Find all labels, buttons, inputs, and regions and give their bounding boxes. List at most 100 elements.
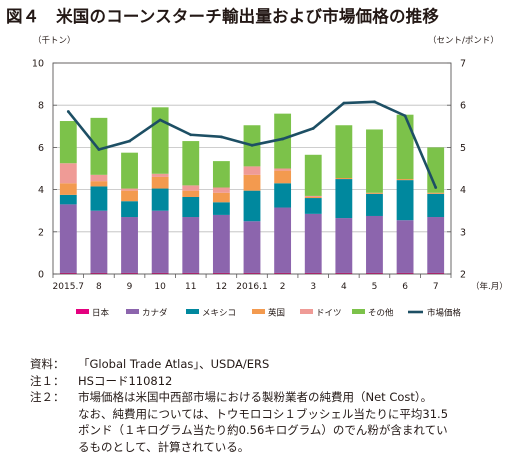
note-row: 注１： HSコード110812 [30, 373, 448, 390]
legend-swatch [252, 309, 265, 314]
bar-segment [212, 192, 230, 203]
x-tick-label: 8 [96, 282, 102, 292]
bar-segment [366, 192, 383, 194]
bar-segment [212, 161, 230, 188]
bar-segment [59, 272, 77, 274]
bar-segment [396, 180, 414, 221]
price-point [403, 114, 407, 118]
bar-segment [396, 272, 414, 274]
bar-segment [59, 183, 77, 195]
price-point [189, 133, 193, 137]
legend-swatch [352, 309, 365, 314]
y2-tick-label: 2 [460, 270, 466, 281]
bar-segment [304, 272, 322, 274]
x-tick-label: 2016.1 [236, 282, 268, 292]
bar-segment [427, 192, 445, 194]
bar-segment [243, 174, 261, 191]
bar-segment [59, 204, 77, 273]
y-tick-label: 8 [38, 101, 44, 112]
note-line: 「Global Trade Atlas」、USDA/ERS [78, 357, 270, 371]
bar-segment [396, 220, 414, 273]
x-tick-label: 11 [185, 282, 196, 292]
price-point [128, 139, 131, 143]
y2-tick-label: 5 [460, 143, 466, 154]
y-axis-unit: （千トン） [33, 35, 76, 46]
line-layer [66, 100, 438, 189]
legend-item: 英国 [252, 308, 285, 319]
x-tick-label: 3 [310, 282, 316, 292]
note-line: 市場価格は米国中西部市場における製粉業者の純費用（Net Cost）。 [78, 390, 433, 404]
legend-label: ドイツ [316, 309, 342, 319]
legend-label: 英国 [268, 308, 285, 319]
note-row: 注２： 市場価格は米国中西部市場における製粉業者の純費用（Net Cost）。 なお… [30, 389, 448, 455]
bar-segment [366, 129, 383, 193]
price-point [373, 100, 376, 104]
bar-segment [335, 272, 353, 274]
bar-segment [396, 114, 414, 180]
note-key: 注１： [30, 373, 65, 388]
x-tick-label: 10 [154, 282, 166, 292]
chart: 0 2 4 6 8 10 2 3 4 5 6 7 2015.7 8 9 10 11 12 2016.1 2 3 4 5 6 7 （… [32, 35, 508, 319]
x-tick-label: 2015.7 [53, 282, 85, 292]
bar-segment [121, 152, 138, 189]
legend-label: メキシコ [202, 309, 236, 319]
legend-item: ドイツ [300, 309, 342, 319]
legend-swatch [186, 309, 199, 314]
price-point [311, 127, 315, 130]
y-tick-label: 6 [38, 143, 44, 154]
x-tick-label: 12 [216, 282, 227, 292]
bar-segment [366, 215, 383, 273]
bars-layer [59, 107, 445, 274]
note-line: るものとして、計算されている。 [78, 439, 250, 454]
legend-item: その他 [352, 308, 394, 319]
bar-segment [335, 179, 353, 219]
chart-title: 図４ 米国のコーンスターチ輸出量および市場価格の推移 [6, 7, 440, 26]
note-line: なお、純費用については、トウモロコシ１ブッシェル当たりに平均31.5 [78, 406, 449, 421]
bar-segment [335, 177, 353, 180]
bar-segment [243, 221, 261, 273]
legend-swatch [300, 309, 313, 314]
bar-segment [182, 217, 200, 273]
legend-label: その他 [368, 308, 394, 319]
bar-segment [59, 194, 77, 205]
y2-tick-label: 7 [460, 59, 466, 70]
note-body: 市場価格は米国中西部市場における製粉業者の純費用（Net Cost）。なお、純費… [78, 389, 448, 455]
legend-item: 日本 [76, 308, 110, 319]
legend-label: カナダ [142, 308, 168, 319]
legend-swatch [126, 309, 139, 314]
bar-segment [182, 141, 200, 186]
bar-segment [304, 196, 322, 199]
bar-segment [243, 272, 261, 274]
x-tick-label: 2 [280, 282, 286, 292]
note-line: ポンド（１キログラム当たり約0.56キログラム）のでん粉が含まれてい [78, 423, 448, 437]
note-key: 資料： [30, 357, 65, 371]
y2-tick-label: 3 [460, 227, 466, 238]
y-tick-label: 2 [38, 227, 44, 238]
bar-segment [212, 187, 230, 193]
bar-segment [304, 213, 322, 273]
price-point [66, 110, 70, 113]
price-point [342, 101, 346, 105]
x-tick-label: 4 [341, 282, 347, 292]
notes-block: 資料： 「Global Trade Atlas」、USDA/ERS 注１： HSコード… [30, 356, 448, 455]
legend-label: 市場価格 [427, 308, 462, 319]
y-tick-label: 0 [38, 270, 44, 281]
bar-segment [274, 113, 292, 169]
bar-segment [90, 181, 108, 187]
bar-segment [90, 174, 108, 182]
legend-item: 市場価格 [408, 308, 462, 319]
legend-layer: 日本 カナダ メキシコ 英国 ドイツ その他 市場価格 [76, 308, 462, 319]
bar-segment [151, 272, 169, 274]
legend-item: カナダ [126, 308, 168, 319]
y2-tick-label: 4 [460, 185, 466, 196]
bar-segment [427, 147, 445, 193]
legend-item: メキシコ [186, 309, 236, 319]
bar-segment [182, 196, 200, 218]
bar-segment [59, 121, 77, 164]
bar-segment [427, 217, 445, 273]
legend-label: 日本 [92, 308, 110, 319]
bar-segment [274, 272, 292, 274]
note-body: 「Global Trade Atlas」、USDA/ERS [78, 356, 269, 373]
price-point [219, 135, 223, 139]
y-tick-label: 4 [38, 185, 44, 196]
